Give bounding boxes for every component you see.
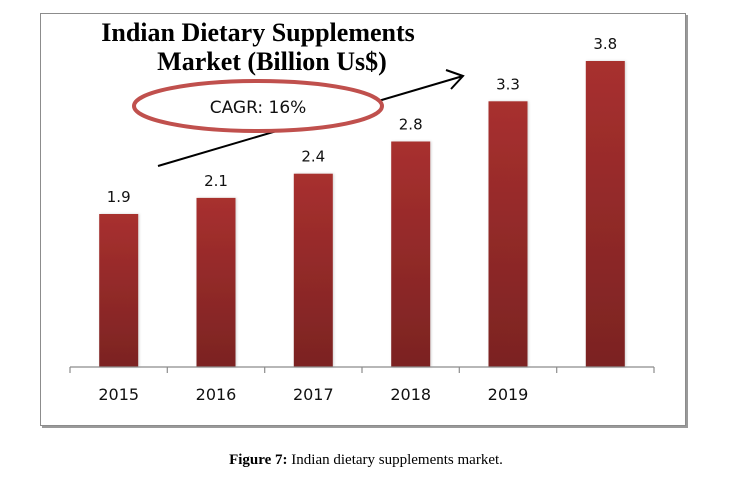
bar-2019 <box>488 101 528 368</box>
bar-2016 <box>196 197 236 367</box>
bar-2017 <box>293 173 333 367</box>
data-label: 2.1 <box>204 172 228 190</box>
chart-title-line-1: Indian Dietary Supplements <box>101 18 415 47</box>
chart-title-line-2: Market (Billion Us$) <box>157 47 387 76</box>
bar-2015 <box>99 214 139 367</box>
figure-caption: Figure 7: Indian dietary supplements mar… <box>0 452 732 469</box>
data-label: 2.4 <box>301 148 325 166</box>
bar-category-6 <box>585 61 625 367</box>
x-tick-label: 2016 <box>196 385 237 404</box>
figure-caption-text: Indian dietary supplements market. <box>287 452 503 468</box>
cagr-annotation: CAGR: 16% <box>132 69 465 167</box>
cagr-label: CAGR: 16% <box>210 98 307 118</box>
data-label: 3.8 <box>593 35 617 53</box>
figure-caption-label: Figure 7: <box>229 452 288 468</box>
cagr-ellipse <box>132 79 384 133</box>
data-label: 1.9 <box>107 188 131 206</box>
x-tick-label: 2017 <box>293 385 334 404</box>
x-tick-label: 2018 <box>390 385 431 404</box>
data-label: 2.8 <box>399 116 423 134</box>
x-axis: 2015 2016 2017 2018 2019 <box>69 366 655 404</box>
x-tick-label: 2019 <box>488 385 529 404</box>
bar-chart: Indian Dietary Supplements Market (Billi… <box>69 18 655 404</box>
chart-frame <box>40 13 686 426</box>
bar-2018 <box>391 141 431 367</box>
data-label: 3.3 <box>496 75 520 93</box>
bars-layer: 1.9 2.1 2.4 2.8 3.3 3.8 <box>99 35 625 368</box>
x-tick-label: 2015 <box>98 385 139 404</box>
trend-arrow-head <box>445 69 465 90</box>
